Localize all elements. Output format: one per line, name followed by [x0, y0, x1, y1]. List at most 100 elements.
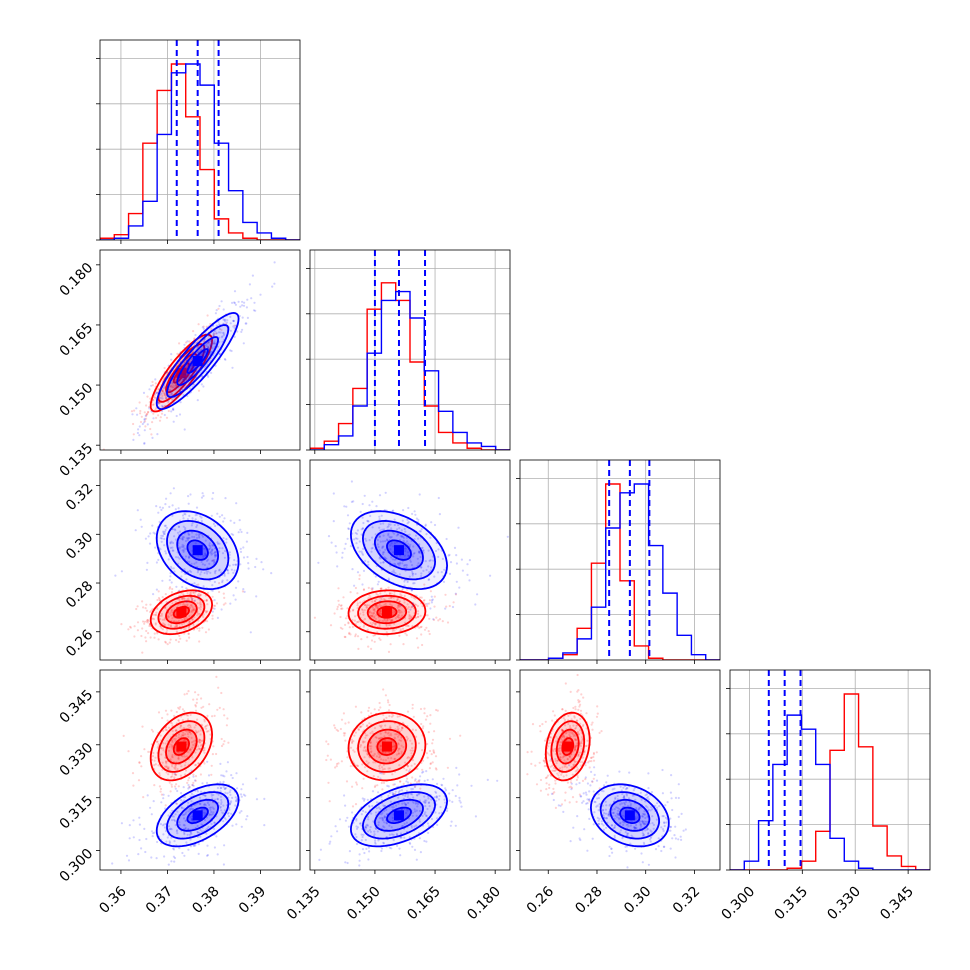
scatter-point — [223, 320, 227, 323]
blue-contour — [186, 348, 209, 374]
scatter-point — [143, 827, 146, 831]
scatter-point — [364, 838, 367, 842]
scatter-point — [154, 378, 157, 381]
scatter-point — [627, 825, 630, 828]
scatter-point — [210, 773, 213, 776]
scatter-point — [356, 602, 359, 605]
scatter-point — [179, 352, 182, 355]
scatter-point — [161, 397, 164, 400]
scatter-point — [366, 520, 369, 523]
scatter-point — [158, 419, 162, 422]
scatter-point — [197, 533, 200, 537]
scatter-point — [203, 818, 207, 822]
scatter-point — [433, 595, 436, 598]
scatter-point — [198, 741, 202, 744]
scatter-point — [552, 792, 555, 795]
scatter-point — [411, 605, 414, 609]
scatter-point — [175, 630, 178, 633]
scatter-point — [302, 507, 304, 509]
scatter-point — [392, 545, 395, 548]
scatter-point — [233, 335, 236, 338]
scatter-point — [165, 631, 168, 634]
scatter-point — [156, 598, 159, 602]
scatter-point — [197, 569, 200, 572]
scatter-point — [405, 547, 408, 550]
scatter-point — [216, 798, 219, 801]
scatter-point — [181, 585, 184, 589]
scatter-point — [392, 833, 395, 836]
scatter-point — [227, 741, 230, 744]
scatter-point — [433, 751, 436, 754]
scatter-point — [368, 539, 371, 542]
scatter-point — [190, 593, 193, 596]
scatter-point — [349, 591, 352, 594]
scatter-point — [208, 548, 211, 551]
scatter-point — [239, 305, 242, 308]
scatter-point — [573, 760, 576, 764]
scatter-point — [185, 692, 189, 695]
scatter-point — [361, 516, 364, 519]
scatter-point — [348, 522, 351, 525]
scatter-point — [209, 551, 212, 555]
scatter-point — [425, 626, 428, 629]
scatter-point — [381, 553, 385, 556]
scatter-point — [138, 761, 141, 765]
scatter-point — [569, 690, 572, 694]
scatter-point — [232, 563, 235, 566]
scatter-point — [218, 547, 221, 550]
scatter-point — [194, 724, 197, 727]
scatter-point — [198, 594, 201, 598]
scatter-point — [171, 602, 174, 605]
scatter-point — [398, 609, 401, 612]
scatter-point — [345, 505, 348, 508]
scatter-point — [381, 545, 384, 548]
scatter-point — [178, 557, 181, 560]
scatter-point — [164, 372, 167, 375]
scatter-point — [408, 756, 412, 759]
scatter-point — [346, 514, 350, 517]
scatter-point — [356, 537, 359, 540]
scatter-point — [367, 597, 370, 600]
scatter-point — [396, 598, 399, 602]
scatter-point — [419, 530, 422, 533]
scatter-point — [423, 707, 426, 710]
scatter-point — [427, 797, 430, 800]
scatter-point — [232, 571, 235, 575]
scatter-point — [365, 826, 368, 829]
scatter-point — [396, 615, 399, 618]
scatter-point — [378, 724, 381, 727]
scatter-point — [197, 740, 200, 743]
scatter-point — [530, 762, 533, 766]
scatter-point — [193, 535, 196, 539]
scatter-point — [392, 793, 395, 796]
scatter-point — [420, 547, 423, 550]
scatter-point — [581, 736, 584, 739]
scatter-point — [145, 417, 148, 420]
scatter-point — [356, 826, 360, 829]
scatter-point — [409, 792, 412, 796]
scatter-point — [153, 636, 156, 639]
scatter-point — [626, 866, 629, 869]
scatter-point — [394, 728, 397, 731]
scatter-point — [399, 534, 402, 537]
scatter-point — [539, 778, 543, 782]
red-peak — [176, 607, 187, 618]
scatter-point — [229, 789, 232, 792]
scatter-point — [399, 593, 402, 596]
scatter-point — [382, 688, 385, 691]
scatter-point — [224, 358, 227, 361]
scatter-point — [229, 519, 232, 522]
scatter-point — [395, 599, 398, 602]
scatter-point — [379, 522, 382, 526]
scatter-point — [569, 726, 572, 730]
scatter-point — [384, 731, 387, 734]
scatter-point — [145, 568, 148, 571]
scatter-point — [170, 581, 173, 584]
scatter-point — [183, 854, 186, 857]
scatter-point — [184, 826, 187, 830]
scatter-point — [382, 619, 385, 623]
scatter-point — [192, 740, 195, 743]
scatter-point — [344, 861, 347, 864]
scatter-point — [223, 740, 226, 743]
scatter-point — [388, 791, 391, 795]
